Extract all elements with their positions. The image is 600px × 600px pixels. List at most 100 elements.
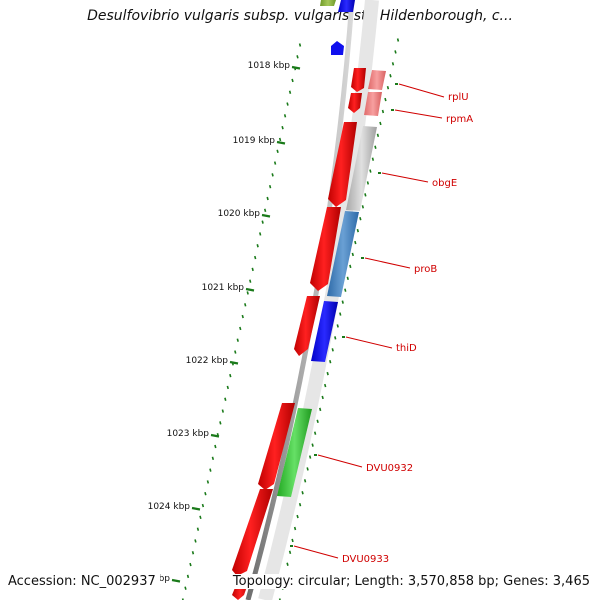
cog-obgE[interactable] <box>346 126 377 211</box>
gene-label-DVU0932[interactable]: DVU0932 <box>366 463 413 474</box>
outer-dot <box>239 326 242 331</box>
gene-label-proB[interactable]: proB <box>414 264 437 275</box>
outer-dot <box>286 102 289 106</box>
outer-dot <box>296 55 299 59</box>
inner-dot <box>308 455 312 459</box>
inner-dot <box>293 526 297 531</box>
outer-dot <box>241 314 244 319</box>
leader-line <box>394 109 443 119</box>
outer-dot <box>219 421 222 425</box>
cds-thiD[interactable] <box>294 296 320 356</box>
outer-dot <box>298 43 302 47</box>
inner-dot <box>356 228 360 233</box>
outer-dot <box>201 503 205 508</box>
outer-dot <box>196 527 200 531</box>
tick-mark <box>210 433 220 438</box>
inner-dot <box>381 109 385 114</box>
inner-dot <box>379 121 382 126</box>
inner-dot <box>298 502 302 507</box>
inner-dot <box>374 145 377 149</box>
outer-dot <box>276 149 279 153</box>
gene-labels: rplU rpmA obgE proB thiD DVU0932 DVU0933 <box>290 83 473 565</box>
cog-thiD[interactable] <box>311 301 338 362</box>
cog-DVU0932[interactable] <box>277 408 312 497</box>
inner-dot <box>296 514 299 519</box>
inner-dot <box>326 371 329 376</box>
inner-dot <box>288 550 292 555</box>
outer-dot <box>268 184 272 189</box>
gene-label-DVU0933[interactable]: DVU0933 <box>342 554 389 565</box>
inner-dot <box>364 193 367 197</box>
tick-label: 1024 kbp <box>148 502 191 512</box>
leader-line <box>293 545 339 559</box>
inner-dot <box>286 562 289 566</box>
inner-dot <box>303 479 307 483</box>
cds-proB[interactable] <box>310 207 341 291</box>
inner-dot <box>313 431 317 435</box>
outer-dot <box>278 137 282 142</box>
outer-dot <box>184 586 187 590</box>
tick-mark <box>261 213 271 218</box>
outer-dot <box>229 373 232 378</box>
outer-dot <box>283 114 287 118</box>
inner-dot <box>344 288 347 292</box>
leader-anchor <box>378 172 381 174</box>
cds-rpmA[interactable] <box>348 93 362 113</box>
inner-dot <box>384 97 387 102</box>
leader-anchor <box>342 336 345 338</box>
inner-dot <box>349 264 352 269</box>
topology-text: Topology: circular; Length: 3,570,858 bp… <box>228 574 590 589</box>
outer-dot <box>214 444 217 449</box>
outer-dot <box>206 480 210 484</box>
outer-dot <box>256 244 259 248</box>
outer-dot <box>246 291 249 295</box>
cds-DVU0933[interactable] <box>232 489 273 576</box>
cog-rplU[interactable] <box>368 70 386 90</box>
tick-label: 1021 kbp <box>202 283 245 293</box>
cds-rplU[interactable] <box>351 68 366 92</box>
inner-dot <box>371 157 375 161</box>
inner-dot <box>376 133 380 138</box>
cds-DVU0932[interactable] <box>258 403 295 490</box>
gene-label-thiD[interactable]: thiD <box>396 343 417 354</box>
inner-dot <box>331 348 334 352</box>
inner-dot <box>386 85 390 90</box>
outer-dot <box>234 350 237 354</box>
outer-dot <box>191 551 195 555</box>
leader-line <box>381 172 429 183</box>
tick-label: 1018 kbp <box>248 61 291 71</box>
outer-dot <box>291 78 294 83</box>
inner-dot <box>346 276 349 281</box>
outer-dot <box>181 598 184 600</box>
features <box>232 0 386 600</box>
feature-blue-top[interactable] <box>338 0 355 12</box>
feature-blue-small[interactable] <box>331 41 344 55</box>
inner-dot <box>341 300 344 304</box>
cog-proB[interactable] <box>327 211 359 297</box>
gene-label-obgE[interactable]: obgE <box>432 178 457 189</box>
inner-dot <box>359 217 362 221</box>
outer-dot <box>236 338 239 342</box>
gene-label-rplU[interactable]: rplU <box>448 92 469 103</box>
inner-dot <box>394 50 397 54</box>
gene-label-rpmA[interactable]: rpmA <box>446 114 473 125</box>
outer-dot <box>281 125 284 130</box>
outer-dot <box>194 539 197 543</box>
feature-olive[interactable] <box>320 0 336 6</box>
leader-line <box>345 336 393 349</box>
inner-dot <box>291 538 294 543</box>
outer-dot <box>211 456 215 461</box>
inner-dot <box>311 443 314 447</box>
outer-dot <box>186 574 190 579</box>
cds-obgE[interactable] <box>328 122 357 207</box>
inner-dot <box>316 419 319 423</box>
tick-label: 1023 kbp <box>167 429 210 439</box>
cog-rpmA[interactable] <box>364 92 382 116</box>
outer-dot <box>244 303 247 307</box>
inner-dot <box>336 324 339 328</box>
inner-dot <box>361 205 365 209</box>
inner-dot <box>324 383 327 388</box>
inner-dot <box>306 467 309 471</box>
inner-dot <box>389 74 392 78</box>
tick-label: 1022 kbp <box>186 356 229 366</box>
